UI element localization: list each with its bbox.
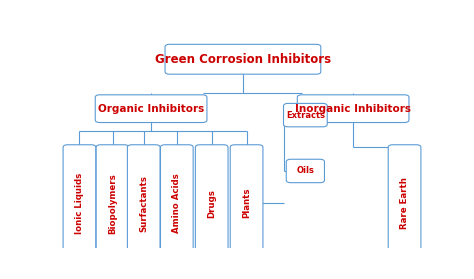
FancyBboxPatch shape — [388, 145, 421, 262]
FancyBboxPatch shape — [297, 95, 409, 122]
Text: Rare Earth: Rare Earth — [400, 177, 409, 229]
Text: Extracts: Extracts — [286, 110, 325, 120]
Text: Biopolymers: Biopolymers — [108, 173, 117, 234]
FancyBboxPatch shape — [286, 159, 325, 183]
Text: Plants: Plants — [242, 188, 251, 218]
Text: Ionic Liquids: Ionic Liquids — [75, 173, 84, 234]
Text: Drugs: Drugs — [207, 189, 216, 218]
FancyBboxPatch shape — [230, 145, 263, 262]
Text: Green Corrosion Inhibitors: Green Corrosion Inhibitors — [155, 53, 331, 66]
Text: Surfactants: Surfactants — [139, 175, 148, 232]
FancyBboxPatch shape — [95, 95, 207, 122]
FancyBboxPatch shape — [283, 104, 327, 127]
FancyBboxPatch shape — [195, 145, 228, 262]
Text: Amino Acids: Amino Acids — [173, 173, 181, 233]
FancyBboxPatch shape — [96, 145, 129, 262]
FancyBboxPatch shape — [63, 145, 96, 262]
Text: Inorganic Inhibitors: Inorganic Inhibitors — [295, 104, 411, 114]
FancyBboxPatch shape — [161, 145, 193, 262]
FancyBboxPatch shape — [128, 145, 160, 262]
Text: Organic Inhibitors: Organic Inhibitors — [98, 104, 204, 114]
Text: Oils: Oils — [296, 167, 314, 175]
FancyBboxPatch shape — [165, 44, 321, 74]
